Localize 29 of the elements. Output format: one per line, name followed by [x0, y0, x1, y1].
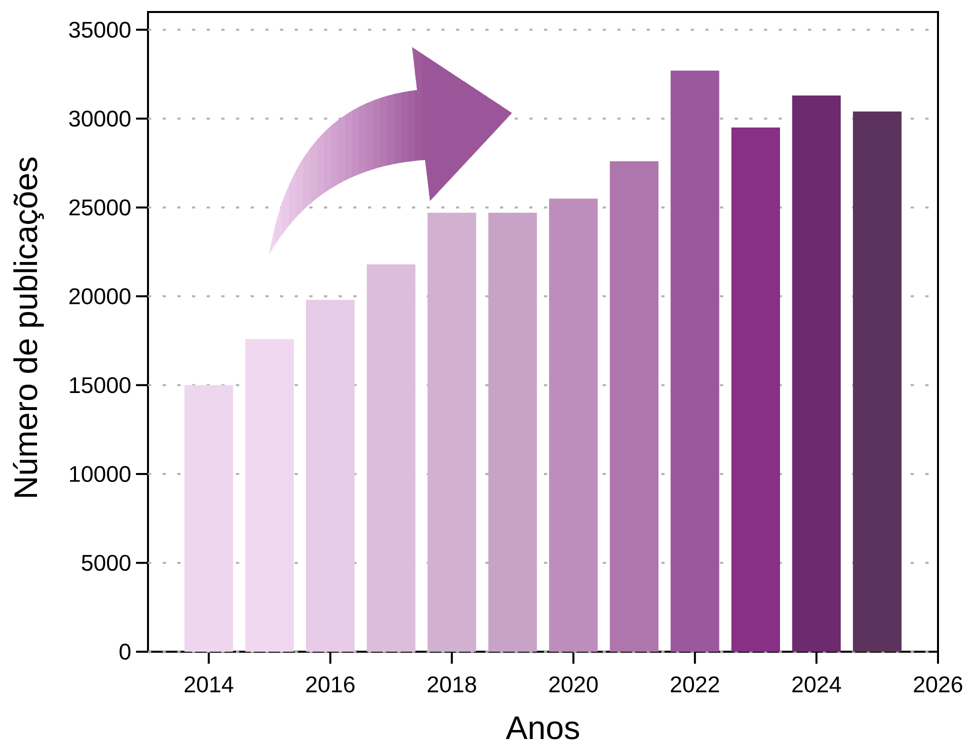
y-tick-label: 0 [120, 644, 130, 660]
x-tick-label: 2020 [549, 676, 598, 692]
bar [428, 212, 476, 652]
y-tick-label: 35000 [69, 22, 130, 38]
bar [366, 264, 416, 652]
y-tick-label: 30000 [69, 110, 130, 127]
bar [852, 112, 902, 652]
x-tick-label: 2018 [428, 676, 476, 692]
bar [245, 338, 294, 652]
bar [184, 385, 234, 652]
x-axis-title: Anos [506, 716, 580, 740]
y-tick-label: 10000 [70, 466, 130, 482]
bar [306, 300, 355, 652]
y-tick-label: 15000 [70, 377, 130, 394]
x-tick-label: 2024 [792, 676, 841, 692]
x-tick-label: 2014 [184, 676, 234, 692]
bar [610, 161, 658, 652]
bar [670, 70, 720, 652]
bar [549, 198, 598, 652]
bar [488, 212, 537, 652]
x-tick-label: 2016 [306, 676, 355, 692]
bar [792, 96, 841, 652]
y-tick-label: 25000 [69, 199, 130, 216]
y-tick-label: 5000 [82, 554, 130, 571]
y-axis-title: Número de publicações [12, 158, 44, 497]
bar [731, 127, 780, 652]
x-tick-label: 2022 [670, 676, 719, 692]
y-tick-label: 20000 [69, 288, 130, 304]
x-tick-label: 2026 [914, 676, 962, 692]
